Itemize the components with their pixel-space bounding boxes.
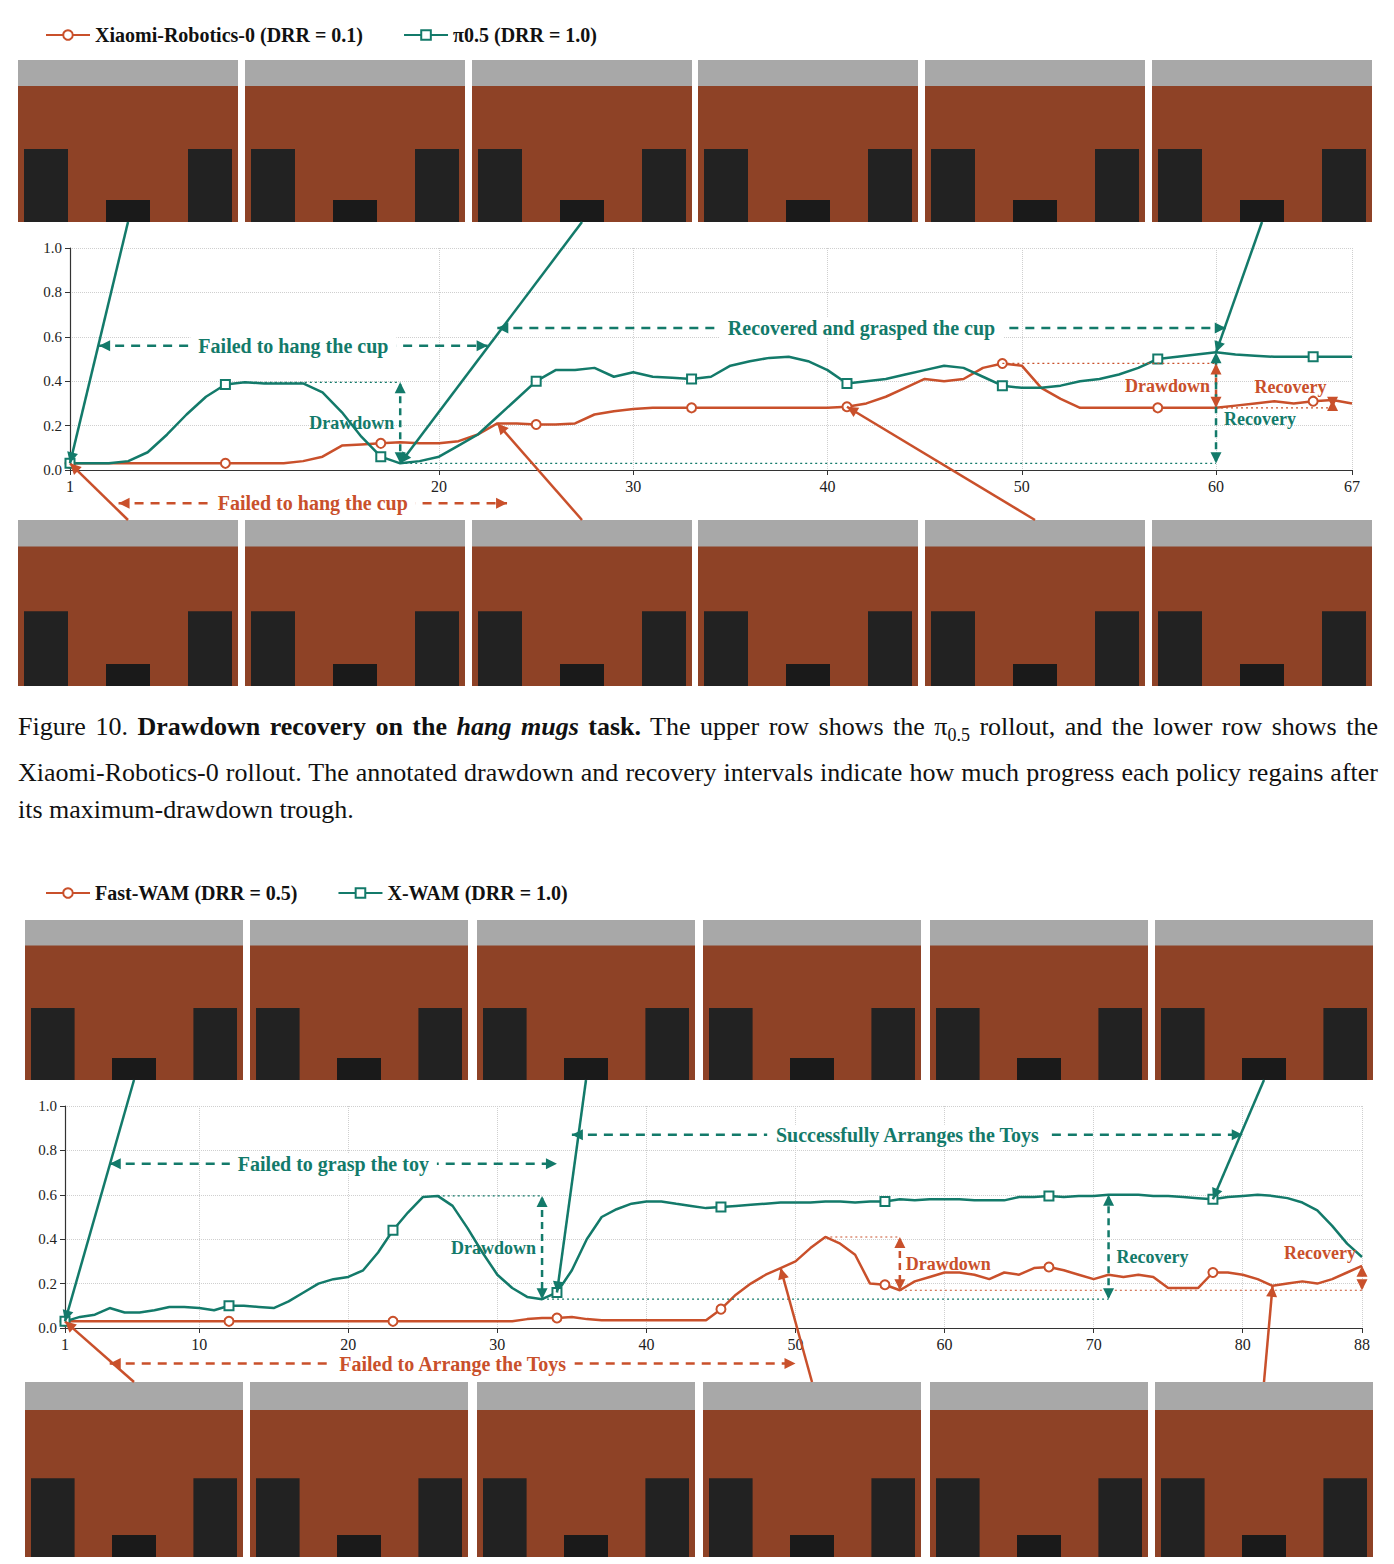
svg-text:1: 1 — [66, 478, 74, 495]
svg-text:20: 20 — [431, 478, 447, 495]
svg-text:0.8: 0.8 — [38, 1142, 57, 1158]
svg-text:0.6: 0.6 — [43, 329, 62, 345]
svg-text:Successfully Arranges the Toys: Successfully Arranges the Toys — [776, 1124, 1039, 1147]
svg-text:20: 20 — [340, 1336, 356, 1353]
svg-text:1.0: 1.0 — [43, 240, 62, 256]
svg-text:Drawdown: Drawdown — [309, 413, 394, 433]
svg-text:Failed to Arrange the Toys: Failed to Arrange the Toys — [339, 1353, 566, 1376]
svg-text:Xiaomi-Robotics-0 (DRR = 0.1): Xiaomi-Robotics-0 (DRR = 0.1) — [95, 24, 363, 47]
svg-text:X-WAM (DRR = 1.0): X-WAM (DRR = 1.0) — [387, 882, 567, 905]
svg-text:50: 50 — [1014, 478, 1030, 495]
svg-text:67: 67 — [1344, 478, 1360, 495]
svg-text:10: 10 — [191, 1336, 207, 1353]
svg-text:40: 40 — [820, 478, 836, 495]
svg-text:0.4: 0.4 — [43, 373, 62, 389]
svg-text:Recovery: Recovery — [1255, 377, 1327, 397]
svg-text:0.2: 0.2 — [43, 418, 62, 434]
svg-text:30: 30 — [625, 478, 641, 495]
svg-text:Drawdown: Drawdown — [906, 1254, 991, 1274]
svg-text:Failed to hang the cup: Failed to hang the cup — [198, 335, 388, 358]
svg-text:0.6: 0.6 — [38, 1187, 57, 1203]
svg-text:0.4: 0.4 — [38, 1231, 57, 1247]
svg-text:Drawdown: Drawdown — [451, 1238, 536, 1258]
svg-text:88: 88 — [1354, 1336, 1370, 1353]
svg-text:30: 30 — [489, 1336, 505, 1353]
svg-text:Recovery: Recovery — [1117, 1247, 1189, 1267]
svg-text:40: 40 — [638, 1336, 654, 1353]
svg-text:0.8: 0.8 — [43, 284, 62, 300]
svg-text:0.0: 0.0 — [38, 1320, 57, 1336]
svg-text:Recovery: Recovery — [1284, 1243, 1356, 1263]
svg-text:60: 60 — [937, 1336, 953, 1353]
svg-text:Recovery: Recovery — [1224, 409, 1296, 429]
svg-text:Fast-WAM (DRR = 0.5): Fast-WAM (DRR = 0.5) — [95, 882, 297, 905]
svg-text:π0.5 (DRR = 1.0): π0.5 (DRR = 1.0) — [453, 24, 597, 47]
svg-text:1.0: 1.0 — [38, 1098, 57, 1114]
svg-text:50: 50 — [787, 1335, 804, 1353]
svg-text:70: 70 — [1086, 1336, 1102, 1353]
svg-text:80: 80 — [1235, 1336, 1251, 1353]
svg-text:0.2: 0.2 — [38, 1276, 57, 1292]
svg-text:Failed to hang the cup: Failed to hang the cup — [218, 492, 408, 515]
svg-text:0.0: 0.0 — [43, 462, 62, 478]
svg-text:Drawdown: Drawdown — [1125, 376, 1210, 396]
svg-text:1: 1 — [61, 1336, 69, 1353]
svg-text:Recovered and grasped the cup: Recovered and grasped the cup — [728, 317, 995, 340]
svg-text:Failed to grasp the toy: Failed to grasp the toy — [238, 1153, 429, 1176]
svg-text:60: 60 — [1208, 478, 1224, 495]
html-text:Figure 10. Drawdown recovery o: Figure 10. Drawdown recovery on the hang… — [18, 712, 1378, 825]
